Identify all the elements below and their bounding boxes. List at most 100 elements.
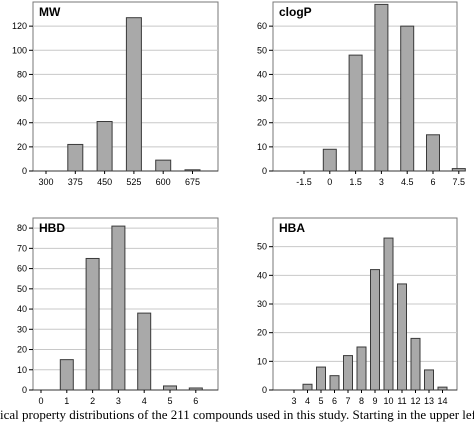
hba-y-tick-label: 0 (262, 385, 267, 395)
mw-bar (96, 121, 113, 172)
hbd-x-tick-label: 4 (142, 396, 147, 406)
mw-y-tick-label: 0 (22, 166, 27, 176)
hbd-y-tick-label: 50 (17, 284, 27, 294)
clogp-x-tick-label: 1.5 (349, 177, 362, 187)
hba-bar (437, 386, 448, 391)
clogp-x-tick-label: 3 (379, 177, 384, 187)
hba-bar (343, 355, 353, 391)
hba-x-tick-label: 6 (332, 396, 337, 406)
hbd-x-tick-label: 2 (90, 396, 95, 406)
hba-bar (410, 337, 421, 391)
clogp-bar (426, 134, 440, 172)
hba-bar (316, 366, 326, 391)
hba-bar (424, 369, 434, 391)
hbd-x-tick-label: 5 (167, 396, 172, 406)
hbd-bar (188, 387, 203, 391)
hbd-bar (59, 359, 74, 391)
hba-y-tick-label: 10 (257, 356, 267, 366)
mw-bar (125, 17, 142, 172)
hbd-y-tick-label: 20 (17, 345, 27, 355)
clogp-y-tick-label: 20 (257, 118, 267, 128)
mw-panel-title: MW (39, 5, 61, 19)
clogp-x-tick-label: 0 (327, 177, 332, 187)
mw-x-tick-label: 675 (185, 177, 200, 187)
hba-x-tick-label: 14 (437, 396, 447, 406)
hbd-x-tick-label: 6 (193, 396, 198, 406)
hbd-y-tick-label: 60 (17, 264, 27, 274)
clogp-bar (322, 148, 337, 172)
hba-bar (356, 346, 367, 391)
hba-bar (397, 283, 407, 391)
clogp-x-tick-label: 7.5 (453, 177, 466, 187)
clogp-bar (374, 3, 389, 172)
hba-x-tick-label: 10 (383, 396, 393, 406)
chart-hba: 0 10 20 30 40 50 3 4 5 6 7 8 9 10 11 12 13 14 HBA (257, 217, 458, 406)
chart-hbd: 0 10 20 30 40 50 60 70 80 0 1 2 3 4 5 6 HBD (17, 217, 219, 406)
hba-x-tick-label: 3 (291, 396, 296, 406)
mw-x-tick-label: 525 (126, 177, 141, 187)
hba-x-tick-label: 5 (318, 396, 323, 406)
hba-y-tick-label: 50 (257, 242, 267, 252)
mw-bar (155, 159, 172, 172)
hba-x-tick-label: 4 (305, 396, 310, 406)
mw-x-tick-label: 600 (156, 177, 171, 187)
hba-bar (383, 237, 394, 391)
chart-clogp: 0 10 20 30 40 50 60 -1.5 0 1.5 3 4.5 6 7.5 clogP (257, 1, 466, 187)
mw-y-tick-label: 60 (17, 94, 27, 104)
clogp-y-tick-label: 0 (262, 166, 267, 176)
hbd-y-tick-label: 70 (17, 243, 27, 253)
mw-y-tick-label: 100 (12, 45, 27, 55)
hba-x-tick-label: 12 (410, 396, 420, 406)
mw-y-tick-label: 80 (17, 69, 27, 79)
hbd-y-tick-label: 40 (17, 304, 27, 314)
hba-y-tick-label: 20 (257, 328, 267, 338)
hba-bar (329, 375, 340, 391)
mw-y-tick-label: 120 (12, 21, 27, 31)
hbd-bar (163, 385, 177, 391)
clogp-y-tick-label: 50 (257, 45, 267, 55)
hbd-y-tick-label: 10 (17, 365, 27, 375)
clogp-bar (451, 168, 466, 172)
hbd-y-tick-label: 0 (22, 385, 27, 395)
mw-plot-frame (32, 1, 219, 172)
clogp-y-tick-label: 10 (257, 142, 267, 152)
clogp-panel-title: clogP (279, 5, 312, 19)
mw-x-tick-label: 375 (68, 177, 83, 187)
hbd-bar (111, 225, 126, 391)
mw-x-tick-label: 300 (38, 177, 53, 187)
hbd-bar (85, 257, 100, 391)
figure-caption: ical property distributions of the 211 c… (0, 407, 474, 422)
chart-mw: 0 20 40 60 80 100 120 300 375 450 525 600 675 MW (12, 1, 219, 187)
hbd-x-tick-label: 1 (64, 396, 69, 406)
clogp-y-tick-label: 60 (257, 21, 267, 31)
hba-x-tick-label: 11 (397, 396, 406, 406)
hbd-y-tick-label: 80 (17, 223, 27, 233)
hba-y-tick-label: 30 (257, 299, 267, 309)
mw-bar (67, 143, 84, 172)
hba-panel-title: HBA (279, 221, 305, 235)
hba-x-tick-label: 7 (345, 396, 350, 406)
mw-y-tick-label: 40 (17, 118, 27, 128)
hba-x-tick-label: 9 (372, 396, 377, 406)
hba-bar (302, 383, 313, 391)
mw-x-tick-label: 450 (97, 177, 112, 187)
hba-x-tick-label: 8 (359, 396, 364, 406)
clogp-y-tick-label: 30 (257, 94, 267, 104)
clogp-x-tick-label: -1.5 (296, 177, 312, 187)
mw-y-tick-label: 20 (17, 142, 27, 152)
clogp-x-tick-label: 6 (430, 177, 435, 187)
hba-y-tick-label: 40 (257, 270, 267, 280)
mw-bar (184, 169, 201, 172)
hbd-bar (137, 312, 152, 391)
hbd-panel-title: HBD (39, 221, 65, 235)
clogp-bar (348, 54, 363, 172)
hbd-x-tick-label: 3 (116, 396, 121, 406)
hba-bar (370, 269, 380, 391)
hba-x-tick-label: 13 (424, 396, 434, 406)
clogp-bar (400, 25, 415, 172)
clogp-y-tick-label: 40 (257, 69, 267, 79)
clogp-x-tick-label: 4.5 (401, 177, 414, 187)
hbd-x-tick-label: 0 (38, 396, 43, 406)
hbd-y-tick-label: 30 (17, 324, 27, 334)
